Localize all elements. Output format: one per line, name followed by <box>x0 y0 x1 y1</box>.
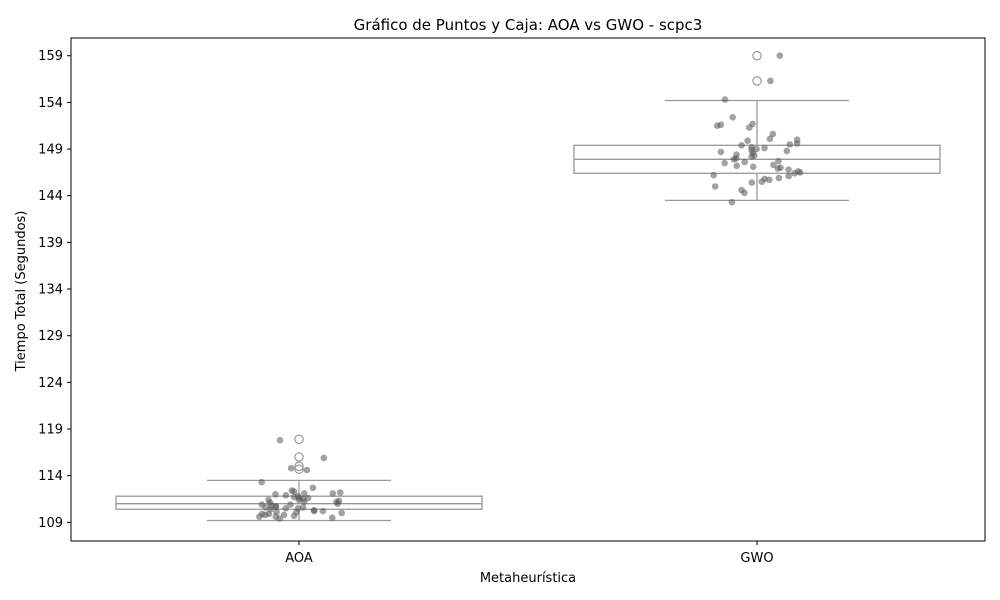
outlier-point <box>752 50 762 61</box>
data-point <box>320 454 328 462</box>
y-tick-label: 149 <box>38 143 63 158</box>
data-point <box>337 489 344 496</box>
data-point <box>775 174 783 182</box>
data-point <box>769 130 777 138</box>
data-point <box>733 162 741 170</box>
data-point <box>728 198 736 206</box>
data-point <box>717 148 725 156</box>
y-axis-label: Tiempo Total (Segundos) <box>14 211 29 373</box>
y-tick-label: 124 <box>38 376 63 391</box>
y-tick-label: 139 <box>38 236 63 251</box>
outlier-point <box>752 76 762 86</box>
data-point <box>329 514 336 521</box>
y-tick-label: 144 <box>38 189 63 204</box>
data-point <box>333 498 340 506</box>
data-point <box>775 157 782 165</box>
data-point <box>741 158 748 166</box>
data-point <box>319 507 327 515</box>
data-point <box>785 172 792 180</box>
data-point <box>282 505 290 512</box>
data-point <box>272 503 280 510</box>
data-point <box>729 114 736 121</box>
y-tick-label: 114 <box>38 469 63 484</box>
y-tick-label: 159 <box>38 49 63 64</box>
data-point <box>796 169 804 176</box>
data-point <box>299 504 307 511</box>
data-point <box>741 189 748 197</box>
data-point <box>310 506 318 514</box>
data-point <box>276 436 284 444</box>
data-point <box>303 466 311 474</box>
chart-title: Gráfico de Puntos y Caja: AOA vs GWO - s… <box>354 16 703 34</box>
data-point <box>293 508 300 516</box>
data-point <box>258 478 266 486</box>
data-point <box>791 170 798 177</box>
data-point <box>783 147 791 155</box>
data-point <box>749 163 757 171</box>
data-point <box>338 509 346 517</box>
y-tick-label: 134 <box>38 283 63 298</box>
y-tick-label: 119 <box>38 423 63 438</box>
data-point <box>776 52 784 59</box>
data-point <box>262 504 269 511</box>
data-point <box>786 141 794 148</box>
data-point <box>304 494 312 502</box>
outlier-point <box>294 452 304 462</box>
outlier-point <box>294 434 304 445</box>
outlier-point <box>294 461 304 472</box>
x-tick-label: AOA <box>285 551 313 566</box>
data-point <box>290 493 298 501</box>
data-point <box>288 487 296 494</box>
data-point <box>280 511 288 519</box>
data-point <box>713 122 721 129</box>
data-point <box>272 491 279 498</box>
data-point <box>301 490 308 497</box>
data-point <box>793 136 801 143</box>
plot-area: 109 114 119 124 129 134 139 144 149 154 159 AOA GWO <box>38 37 986 566</box>
data-point <box>774 165 782 172</box>
data-point <box>258 510 266 518</box>
data-point <box>744 137 751 144</box>
data-point <box>761 175 768 183</box>
data-point <box>272 513 280 520</box>
y-tick-label: 129 <box>38 329 63 344</box>
data-point <box>748 179 756 186</box>
data-point <box>265 496 272 504</box>
data-point <box>733 151 740 158</box>
y-tick-label: 109 <box>38 516 63 531</box>
data-point <box>287 464 295 472</box>
data-point <box>721 159 728 167</box>
data-point <box>287 501 294 508</box>
x-axis-label: Metaheurística <box>480 571 576 586</box>
data-point <box>309 484 317 492</box>
data-point <box>711 183 719 190</box>
data-point <box>767 77 774 85</box>
data-point <box>329 490 337 497</box>
data-point <box>761 144 768 152</box>
x-tick-label: GWO <box>740 551 773 566</box>
y-tick-label: 154 <box>38 96 63 111</box>
data-point <box>282 492 290 499</box>
data-point <box>746 124 753 131</box>
data-point <box>710 171 717 179</box>
data-point <box>721 96 729 103</box>
outlier-point <box>294 464 304 474</box>
data-point <box>738 142 745 149</box>
data-point <box>785 166 792 173</box>
data-point <box>751 152 758 159</box>
data-point <box>766 135 774 143</box>
data-point <box>770 161 777 169</box>
